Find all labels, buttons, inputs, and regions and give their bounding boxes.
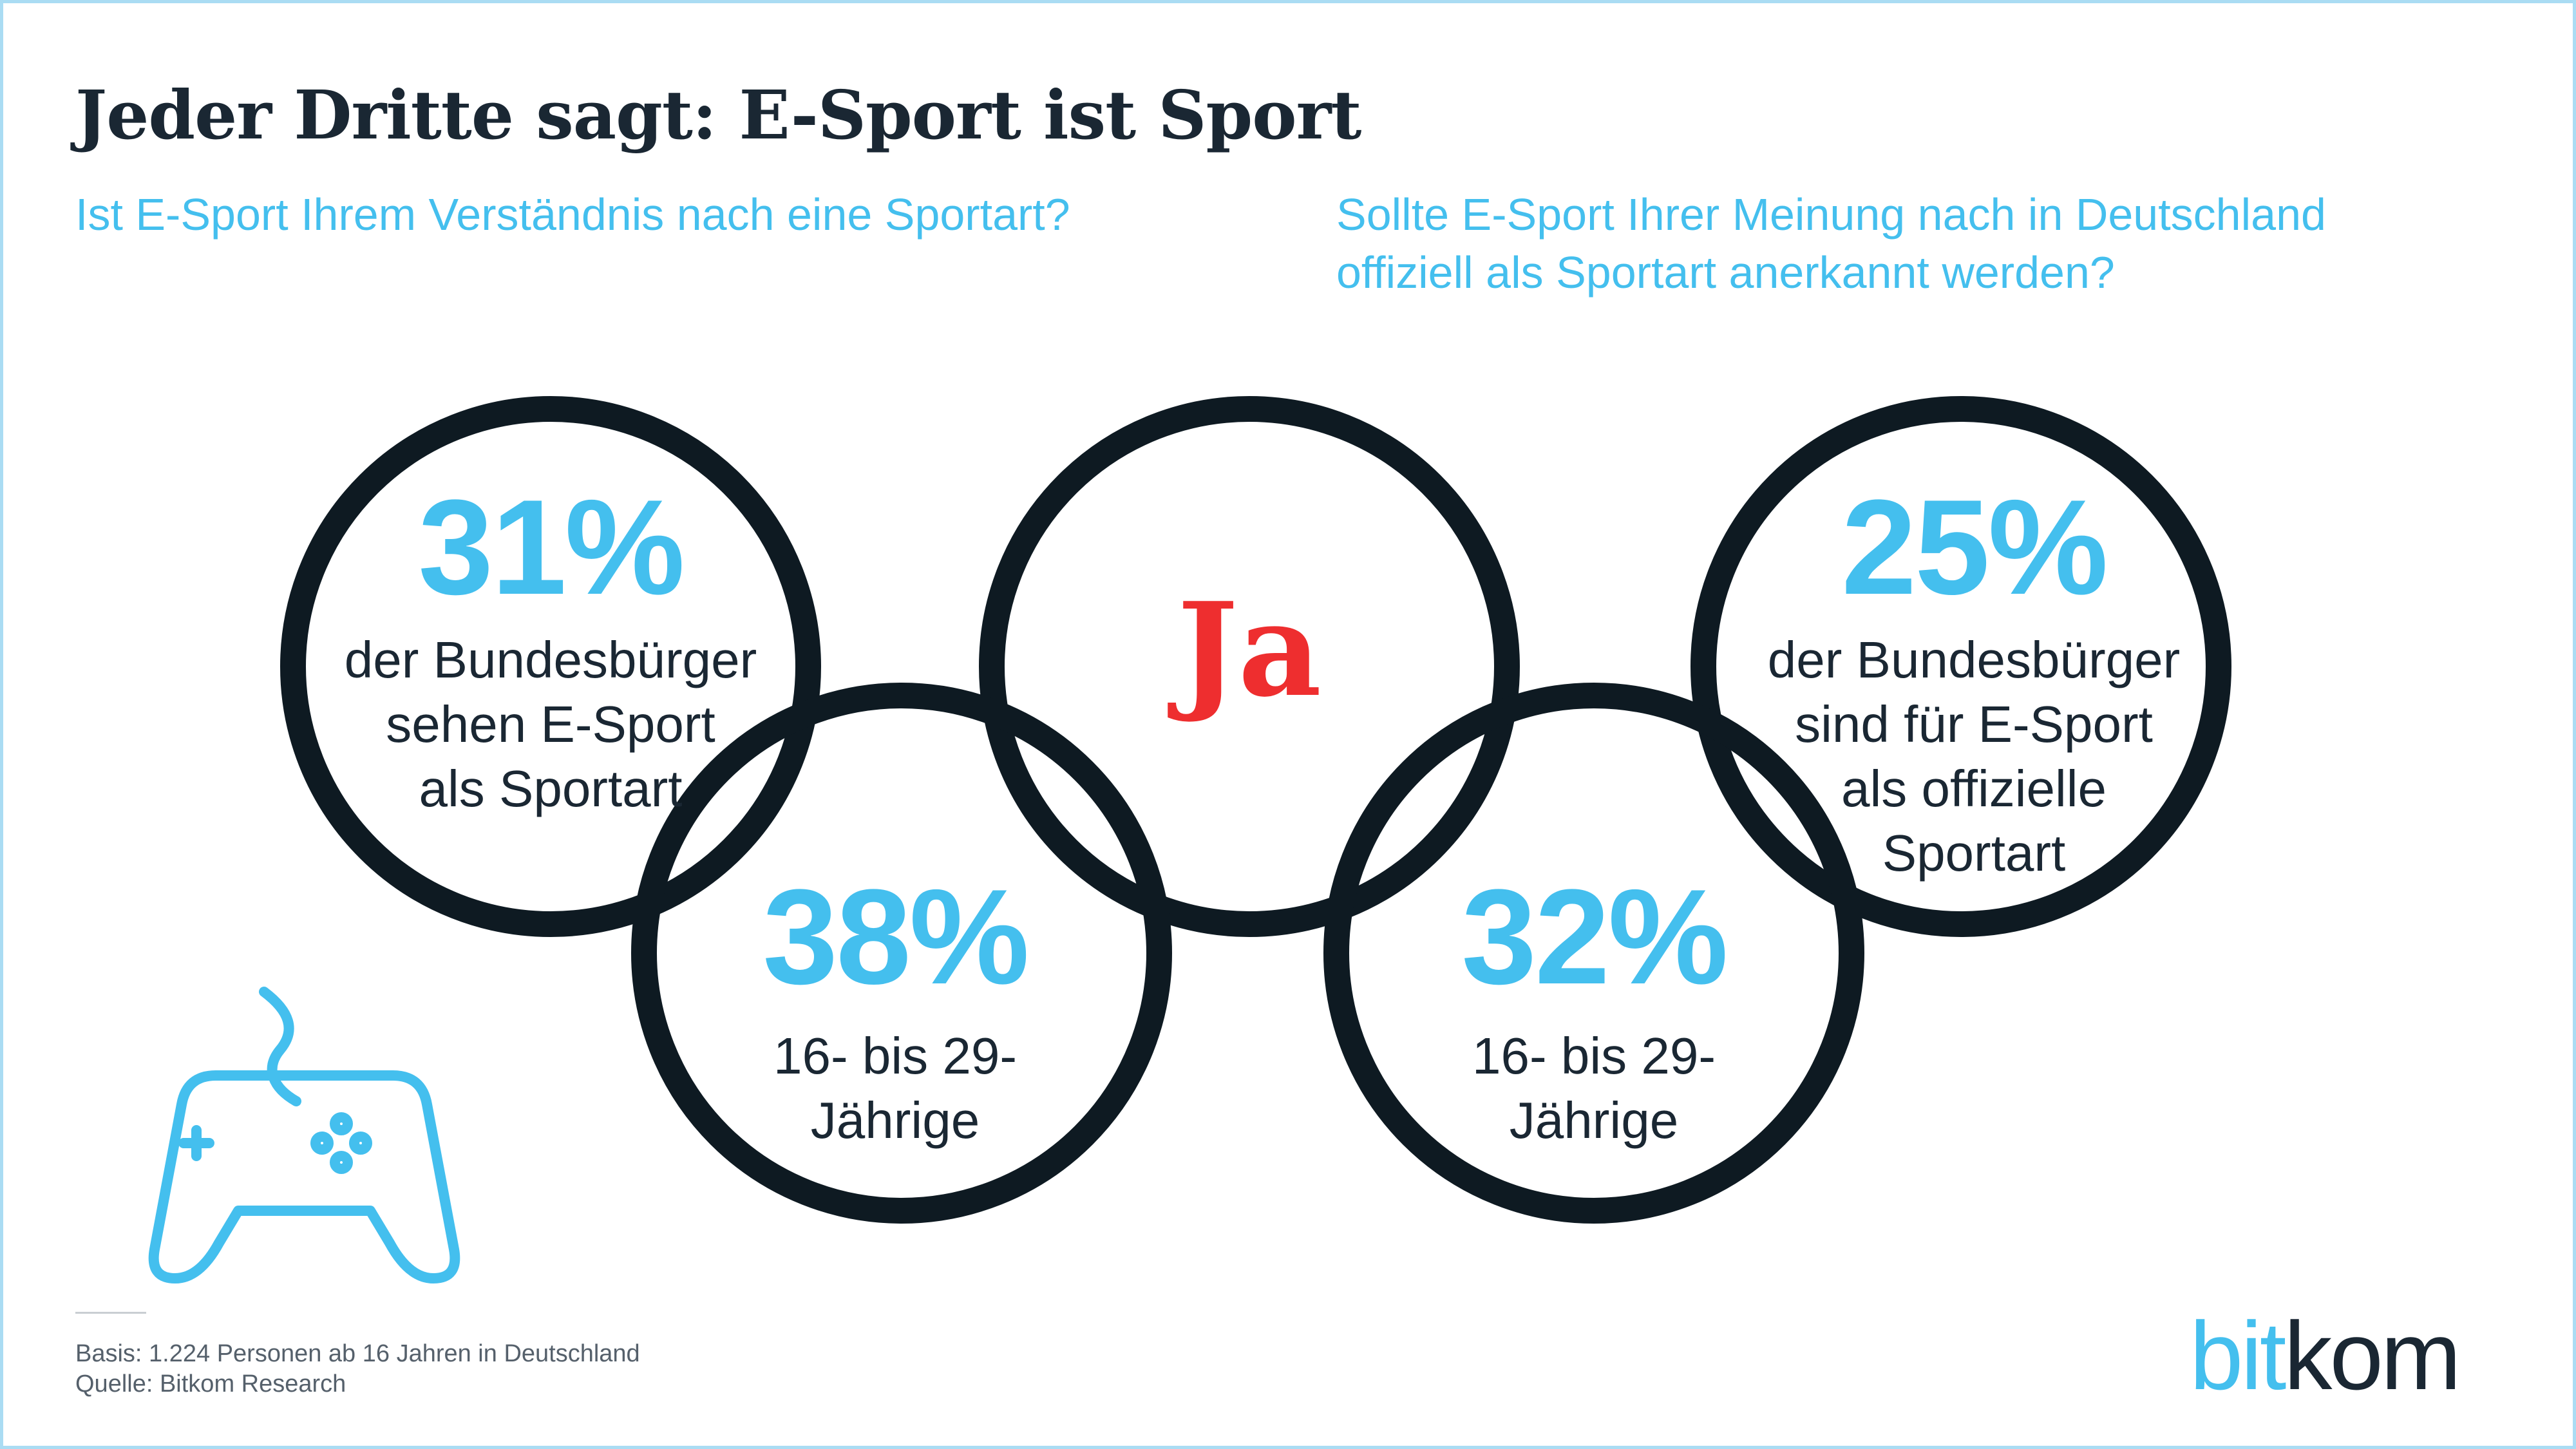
gamepad-icon bbox=[148, 987, 460, 1283]
stat-1-description: der Bundesbürger sehen E-Sport als Sport… bbox=[293, 628, 808, 821]
stat-3: 32% 16- bis 29- Jährige bbox=[1336, 869, 1852, 1153]
stat-4-line-4: Sportart bbox=[1882, 824, 2066, 882]
stat-4: 25% der Bundesbürger sind für E-Sport al… bbox=[1716, 480, 2231, 886]
stat-2-description: 16- bis 29- Jährige bbox=[638, 1024, 1153, 1153]
ring-5 bbox=[1690, 396, 2231, 937]
stat-4-line-1: der Bundesbürger bbox=[1767, 631, 2181, 688]
stat-1-line-3: als Sportart bbox=[419, 760, 683, 817]
stat-2-line-2: Jährige bbox=[810, 1092, 980, 1149]
stat-4-description: der Bundesbürger sind für E-Sport als of… bbox=[1716, 628, 2231, 886]
footnote-divider bbox=[75, 1312, 146, 1314]
logo-part-1: bit bbox=[2190, 1302, 2286, 1410]
page-title: Jeder Dritte sagt: E-Sport ist Sport bbox=[75, 75, 1361, 155]
stat-2: 38% 16- bis 29- Jährige bbox=[638, 869, 1153, 1153]
question-left: Ist E-Sport Ihrem Verständnis nach eine … bbox=[75, 189, 1070, 240]
stat-1-line-1: der Bundesbürger bbox=[344, 631, 757, 688]
logo-part-2: kom bbox=[2284, 1302, 2461, 1410]
stat-2-line-1: 16- bis 29- bbox=[773, 1027, 1017, 1084]
question-right: Sollte E-Sport Ihrer Meinung nach in Deu… bbox=[1336, 189, 2326, 298]
center-label: Ja bbox=[1177, 574, 1322, 726]
stat-2-value: 38% bbox=[762, 861, 1029, 1012]
rings-graphic bbox=[148, 396, 2231, 1283]
stat-1-line-2: sehen E-Sport bbox=[386, 696, 715, 753]
stat-3-line-2: Jährige bbox=[1509, 1092, 1679, 1149]
stat-1: 31% der Bundesbürger sehen E-Sport als S… bbox=[293, 480, 808, 821]
footnote-basis: Basis: 1.224 Personen ab 16 Jahren in De… bbox=[75, 1340, 640, 1367]
ring-1 bbox=[280, 396, 821, 937]
ring-4 bbox=[1323, 683, 1864, 1224]
stat-3-value: 32% bbox=[1461, 861, 1728, 1012]
bitkom-logo: bitkom bbox=[2190, 1307, 2461, 1404]
stat-4-line-3: als offizielle bbox=[1841, 760, 2107, 817]
ring-3 bbox=[979, 396, 1520, 937]
stat-3-description: 16- bis 29- Jährige bbox=[1336, 1024, 1852, 1153]
stat-1-value: 31% bbox=[418, 471, 685, 623]
footnote-source: Quelle: Bitkom Research bbox=[75, 1370, 346, 1397]
ring-2 bbox=[631, 683, 1172, 1224]
stat-3-line-1: 16- bis 29- bbox=[1472, 1027, 1716, 1084]
stat-4-value: 25% bbox=[1841, 471, 2108, 623]
stat-4-line-2: sind für E-Sport bbox=[1795, 696, 2153, 753]
